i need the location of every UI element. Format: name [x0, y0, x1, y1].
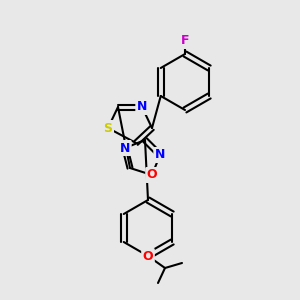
Text: S: S: [103, 122, 112, 134]
Text: O: O: [147, 169, 157, 182]
Text: N: N: [120, 142, 130, 154]
Text: N: N: [137, 100, 147, 113]
Text: O: O: [143, 250, 153, 262]
Text: F: F: [181, 34, 189, 47]
Text: N: N: [155, 148, 165, 161]
